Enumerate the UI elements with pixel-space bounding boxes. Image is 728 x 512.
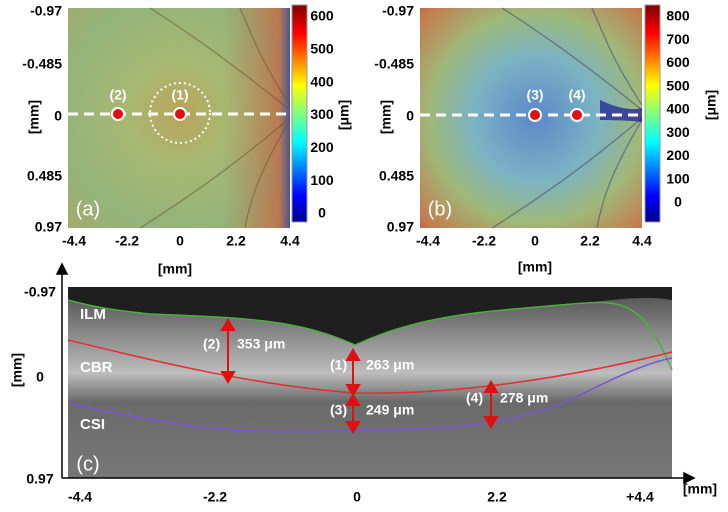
x-axis-label: [mm] bbox=[158, 261, 192, 277]
point-marker bbox=[528, 108, 542, 122]
point-marker bbox=[111, 107, 125, 121]
colorbar-tick-label: 300 bbox=[310, 106, 334, 122]
x-tick-label: 2.2 bbox=[580, 233, 600, 249]
measure-label: (2) bbox=[203, 336, 220, 352]
x-tick-label: -2.2 bbox=[203, 489, 227, 505]
colorbar-tick-label: 600 bbox=[310, 8, 334, 24]
y-tick-label: 0 bbox=[406, 108, 414, 124]
vessels bbox=[139, 7, 291, 229]
colorbar-label: [μm] bbox=[703, 90, 719, 120]
x-tick-label: -2.2 bbox=[115, 233, 139, 249]
colorbar-tick-label: 400 bbox=[666, 101, 690, 117]
y-tick-label: -0.485 bbox=[374, 56, 414, 72]
y-tick-label: -0.485 bbox=[22, 56, 62, 72]
measure-value: 263 μm bbox=[366, 357, 414, 373]
x-tick-label: -4.4 bbox=[62, 233, 86, 249]
layer-label: CSI bbox=[80, 416, 105, 433]
x-tick-label: -4.4 bbox=[416, 233, 440, 249]
x-axis-label: [mm] bbox=[683, 481, 717, 497]
x-axis-label: [mm] bbox=[518, 259, 552, 275]
x-tick-label: 0 bbox=[353, 489, 361, 505]
colorbar-tick-label: 300 bbox=[666, 124, 690, 140]
measure-label: (4) bbox=[466, 390, 483, 406]
x-tick-label: 0 bbox=[531, 233, 539, 249]
panel-label: (b) bbox=[428, 198, 452, 220]
colorbar-tick-label: 400 bbox=[310, 73, 334, 89]
measure-label: (1) bbox=[330, 357, 347, 373]
y-tick-label: 0 bbox=[36, 369, 44, 385]
x-tick-label: 2.2 bbox=[487, 489, 507, 505]
axes bbox=[55, 262, 696, 485]
colorbar-tick-label: 0 bbox=[674, 194, 682, 210]
y-tick-label: 0.485 bbox=[27, 168, 62, 184]
point-label: (1) bbox=[171, 87, 188, 103]
measure-value: 278 μm bbox=[500, 390, 548, 406]
point-marker bbox=[570, 108, 584, 122]
ilm-line bbox=[67, 299, 673, 371]
vitreous bbox=[68, 287, 672, 345]
x-tick-label: +4.4 bbox=[626, 489, 654, 505]
x-tick-label: 0 bbox=[176, 233, 184, 249]
x-tick-label: 4.4 bbox=[280, 233, 300, 249]
measure-value: 353 μm bbox=[237, 336, 285, 352]
layer-label: ILM bbox=[80, 306, 106, 323]
colorbar-tick-label: 700 bbox=[666, 31, 690, 47]
point-label: (4) bbox=[568, 87, 585, 103]
y-tick-label: 0.97 bbox=[387, 219, 414, 235]
point-marker bbox=[173, 107, 187, 121]
colorbar-tick-label: 500 bbox=[666, 77, 690, 93]
colorbar-tick-label: 800 bbox=[666, 8, 690, 24]
measure-value: 249 μm bbox=[366, 402, 414, 418]
colorbar bbox=[291, 4, 308, 223]
x-tick-label: -2.2 bbox=[472, 233, 496, 249]
fovea-circle bbox=[149, 82, 211, 144]
colorbar-tick-label: 100 bbox=[310, 172, 334, 188]
csi-line bbox=[67, 357, 673, 433]
y-tick-label: 0.97 bbox=[26, 471, 53, 487]
y-tick-label: 0.485 bbox=[379, 168, 414, 184]
y-tick-label: -0.97 bbox=[382, 3, 414, 19]
colorbar-tick-label: 0 bbox=[318, 205, 326, 221]
colorbar-label: [μm] bbox=[336, 100, 352, 130]
vessels bbox=[491, 7, 643, 229]
layer-label: CBR bbox=[80, 359, 113, 376]
colorbar-tick-label: 500 bbox=[310, 41, 334, 57]
colorbar-tick-label: 200 bbox=[310, 139, 334, 155]
x-tick-label: 4.4 bbox=[632, 233, 652, 249]
x-tick-label: -4.4 bbox=[68, 489, 92, 505]
colorbar-tick-label: 100 bbox=[666, 170, 690, 186]
x-tick-label: 2.2 bbox=[226, 233, 246, 249]
panel-label: (a) bbox=[76, 198, 100, 220]
colorbar-tick-label: 600 bbox=[666, 54, 690, 70]
y-tick-label: 0 bbox=[54, 108, 62, 124]
point-label: (3) bbox=[526, 87, 543, 103]
y-tick-label: 0.97 bbox=[35, 219, 62, 235]
y-axis-label: [mm] bbox=[26, 100, 42, 134]
measure-label: (3) bbox=[330, 402, 347, 418]
y-axis-label: [mm] bbox=[9, 353, 25, 387]
y-tick-label: -0.97 bbox=[24, 284, 56, 300]
measure-arrows bbox=[220, 318, 499, 434]
colorbar-tick-label: 200 bbox=[666, 147, 690, 163]
y-axis-label: [mm] bbox=[378, 100, 394, 134]
point-label: (2) bbox=[109, 87, 126, 103]
colorbar bbox=[644, 4, 661, 223]
panel-label: (c) bbox=[76, 453, 99, 475]
y-tick-label: -0.97 bbox=[30, 3, 62, 19]
